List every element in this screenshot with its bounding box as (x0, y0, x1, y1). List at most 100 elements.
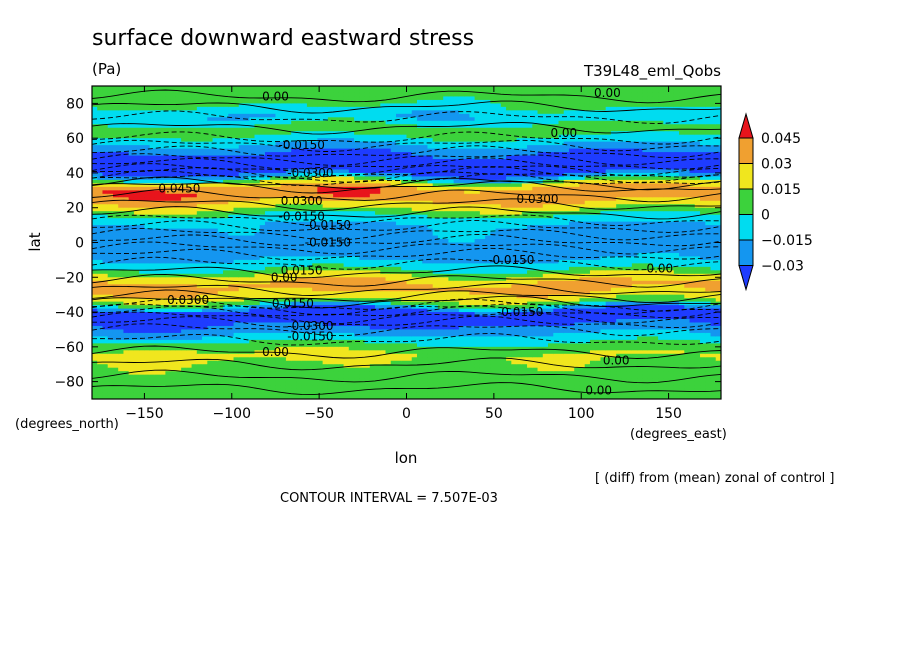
field-cell (306, 155, 313, 160)
field-cell (181, 312, 187, 317)
field-cell (133, 89, 140, 94)
field-cell (369, 392, 376, 397)
field-cell (223, 378, 229, 383)
field-cell (333, 148, 339, 153)
field-cell (97, 371, 104, 376)
field-cell (217, 99, 224, 104)
field-cell (291, 232, 298, 237)
field-cell (228, 235, 235, 240)
field-cell (128, 392, 135, 397)
field-cell (228, 385, 235, 390)
field-cell (128, 273, 135, 278)
field-cell (275, 249, 282, 254)
field-cell (154, 204, 161, 209)
field-cell (244, 339, 250, 344)
field-cell (333, 235, 339, 240)
chart-title: surface downward eastward stress (92, 26, 474, 51)
field-cell (364, 186, 371, 191)
field-cell (118, 99, 125, 104)
field-cell (181, 249, 187, 254)
field-cell (128, 374, 135, 379)
field-cell (223, 364, 229, 369)
field-cell (249, 221, 256, 226)
field-cell (217, 350, 224, 355)
field-cell (343, 190, 350, 195)
field-cell (191, 332, 198, 337)
field-cell (133, 179, 140, 184)
field-cell (223, 141, 229, 146)
field-cell (343, 339, 350, 344)
field-cell (186, 148, 193, 153)
field-cell (354, 360, 360, 365)
field-cell (128, 232, 135, 237)
field-cell (233, 148, 240, 153)
field-cell (270, 155, 277, 160)
field-cell (154, 228, 161, 233)
field-cell (207, 152, 214, 157)
field-cell (165, 270, 172, 275)
field-cell (285, 148, 292, 153)
field-cell (149, 343, 156, 348)
field-cell (296, 200, 303, 205)
field-cell (338, 329, 345, 334)
field-cell (196, 256, 203, 261)
field-cell (354, 325, 360, 331)
field-cell (291, 277, 298, 282)
field-cell (233, 89, 240, 94)
field-cell (139, 385, 146, 390)
field-cell (259, 242, 266, 247)
field-cell (338, 183, 345, 188)
field-cell (102, 235, 109, 240)
field-cell (343, 291, 350, 296)
field-cell (312, 350, 318, 355)
field-cell (348, 89, 355, 94)
field-cell (301, 204, 308, 209)
field-cell (254, 325, 261, 331)
field-cell (207, 280, 214, 285)
field-cell (354, 155, 360, 160)
field-cell (264, 252, 271, 258)
field-cell (191, 305, 198, 310)
field-cell (327, 374, 334, 379)
field-cell (128, 204, 135, 209)
field-cell (312, 385, 318, 390)
field-cell (338, 106, 345, 111)
field-cell (144, 325, 151, 331)
field-cell (196, 395, 203, 399)
field-cell (233, 395, 240, 399)
field-cell (217, 172, 224, 178)
field-cell (254, 186, 261, 191)
field-cell (322, 336, 329, 341)
field-cell (144, 270, 151, 275)
field-cell (123, 312, 130, 317)
field-cell (296, 378, 303, 383)
field-cell (128, 190, 135, 195)
field-cell (322, 350, 329, 355)
field-cell (312, 131, 318, 136)
field-cell (280, 176, 287, 181)
field-cell (317, 249, 324, 254)
field-cell (301, 127, 308, 132)
field-cell (322, 280, 329, 285)
field-cell (375, 315, 381, 320)
field-cell (375, 305, 381, 310)
field-cell (275, 239, 282, 244)
field-cell (144, 235, 151, 240)
field-cell (306, 134, 313, 139)
field-cell (133, 155, 140, 160)
field-cell (322, 120, 329, 125)
field-cell (186, 392, 193, 397)
field-cell (92, 360, 98, 365)
field-cell (238, 211, 245, 216)
field-cell (259, 378, 266, 383)
field-cell (196, 249, 203, 254)
field-cell (254, 364, 261, 369)
field-cell (364, 245, 371, 251)
field-cell (223, 134, 229, 139)
field-cell (123, 106, 130, 111)
field-cell (359, 120, 366, 125)
field-cell (259, 89, 266, 94)
field-cell (165, 336, 172, 341)
field-cell (270, 294, 277, 299)
field-cell (244, 284, 250, 289)
